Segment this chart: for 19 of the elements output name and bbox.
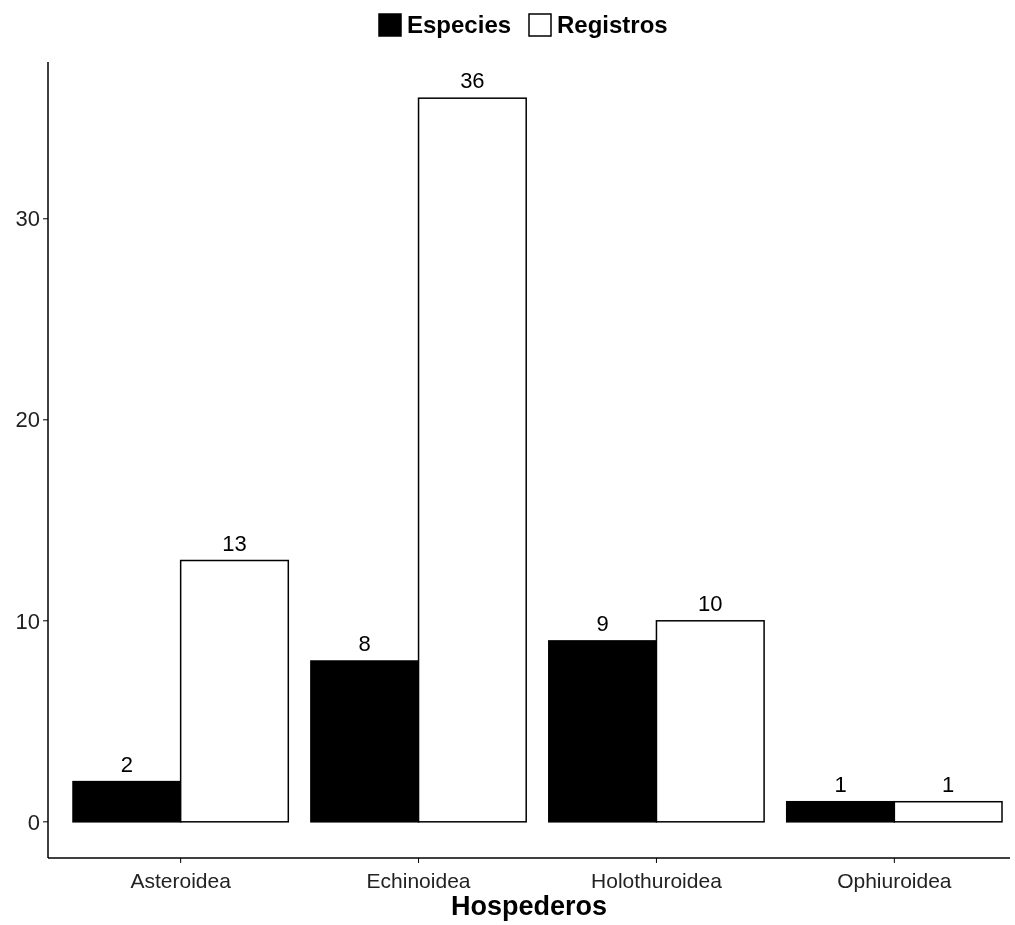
legend-label: Registros [557, 11, 668, 39]
x-tick-label: Echinoidea [366, 869, 471, 892]
data-label: 9 [596, 610, 609, 636]
y-tick-label: 20 [15, 407, 40, 433]
legend-label: Especies [407, 11, 512, 39]
data-label: 10 [698, 590, 723, 616]
data-label: 36 [460, 68, 485, 94]
data-label: 1 [834, 771, 847, 797]
y-tick-label: 30 [15, 206, 40, 232]
data-label: 13 [222, 530, 247, 556]
data-label: 1 [942, 771, 955, 797]
y-tick-label: 10 [15, 608, 40, 634]
x-axis-title: Hospederos [450, 891, 608, 921]
x-tick-label: Holothuroidea [591, 869, 723, 892]
y-tick-label: 0 [27, 809, 40, 835]
data-label: 2 [120, 751, 133, 777]
x-tick-label: Asteroidea [130, 869, 232, 892]
x-tick-label: Ophiuroidea [837, 869, 952, 892]
data-label: 8 [358, 631, 371, 657]
